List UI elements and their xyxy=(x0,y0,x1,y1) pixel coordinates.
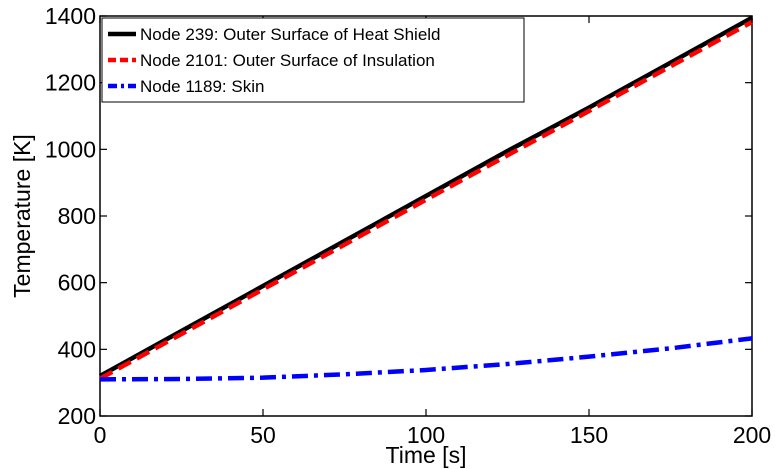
y-tick-label: 1400 xyxy=(45,3,96,29)
legend: Node 239: Outer Surface of Heat Shield No… xyxy=(101,17,525,103)
y-tick-label: 600 xyxy=(58,270,96,296)
series-layer xyxy=(98,15,754,382)
legend-label-2: Node 2101: Outer Surface of Insulation xyxy=(140,51,435,70)
x-tick-label: 150 xyxy=(570,422,608,448)
series-line-3 xyxy=(99,336,753,382)
tick-labels: 0 50 100 150 200 200 400 600 800 1000 1200 1400 xyxy=(45,3,771,448)
y-tick-label: 1200 xyxy=(45,70,96,96)
x-tick-label: 50 xyxy=(250,422,276,448)
y-tick-label: 1000 xyxy=(45,136,96,162)
legend-entries: Node 239: Outer Surface of Heat Shield No… xyxy=(108,25,441,96)
x-tick-label: 0 xyxy=(94,422,107,448)
legend-box xyxy=(101,17,525,103)
series-line-1 xyxy=(98,15,754,378)
legend-label-1: Node 239: Outer Surface of Heat Shield xyxy=(140,25,441,44)
x-tick-label: 200 xyxy=(733,422,771,448)
x-tick-label: 100 xyxy=(407,422,445,448)
y-tick-label: 800 xyxy=(58,203,96,229)
y-axis-title: Temperature [K] xyxy=(9,134,35,298)
series-line-2 xyxy=(98,20,754,381)
y-tick-label: 200 xyxy=(58,403,96,429)
y-tick-label: 400 xyxy=(58,336,96,362)
x-axis-title: Time [s] xyxy=(386,442,467,468)
legend-label-3: Node 1189: Skin xyxy=(140,77,264,96)
